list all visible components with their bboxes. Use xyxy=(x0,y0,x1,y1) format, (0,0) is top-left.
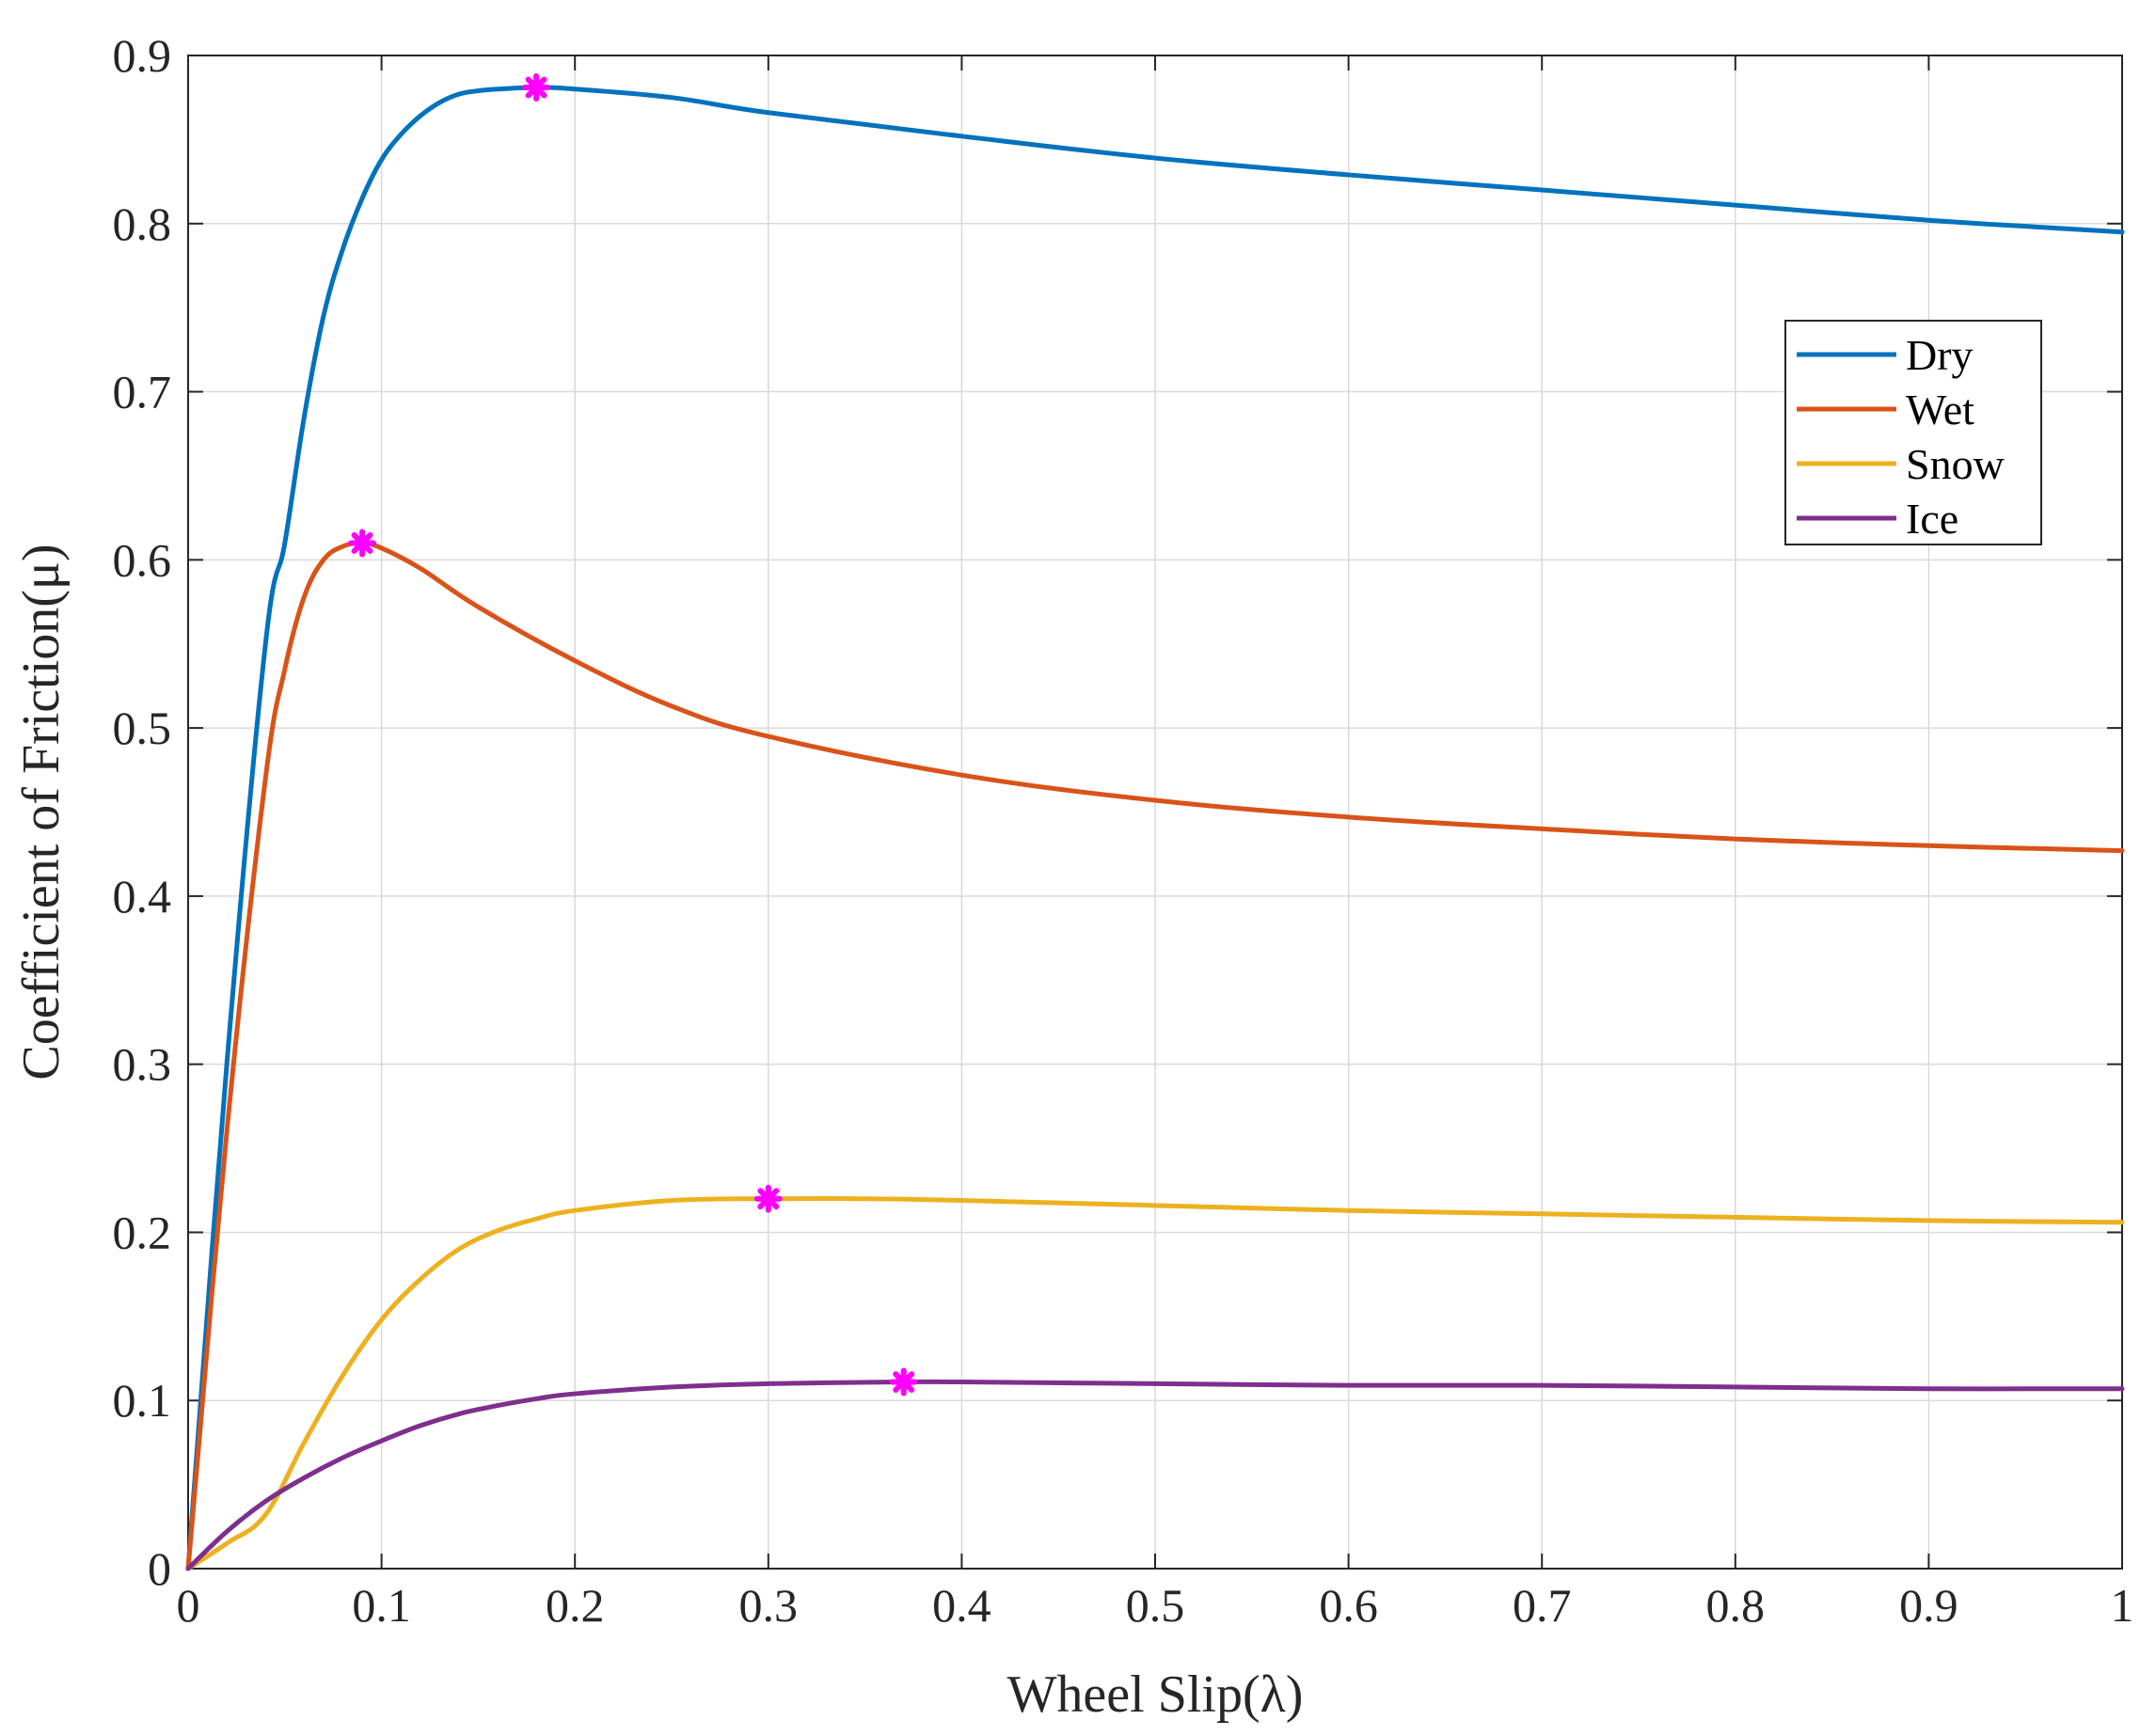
x-tick-label: 0.1 xyxy=(352,1579,411,1632)
x-tick-label: 0.5 xyxy=(1126,1579,1185,1632)
x-tick-label: 0.4 xyxy=(932,1579,991,1632)
peak-markers xyxy=(348,72,918,1397)
peak-marker xyxy=(753,1184,783,1213)
peak-marker xyxy=(348,529,377,558)
legend-box xyxy=(1784,320,2042,545)
legend: Dry Wet Snow Ice xyxy=(1784,320,2042,545)
series-line-wet xyxy=(185,540,2125,1571)
x-tick-label: 0.3 xyxy=(739,1579,799,1632)
y-tick-label: 0.3 xyxy=(113,1038,172,1091)
y-tick-label: 0.8 xyxy=(113,197,172,250)
plot-box xyxy=(187,55,2123,1570)
y-axis-title: Coefficient of Friction(μ) xyxy=(12,544,71,1080)
series-line-dry xyxy=(185,85,2125,1571)
y-tick-label: 0.4 xyxy=(113,870,172,923)
y-tick-label: 0.2 xyxy=(113,1206,172,1258)
x-tick-label: 1 xyxy=(2111,1579,2134,1632)
axes: 0 0.1 0.2 0.3 0.4 0.5 0.6 0.7 0.8 0.9 1 0 0.1 0.2 0.3 0… xyxy=(113,29,2134,1632)
x-tick-label: 0.7 xyxy=(1513,1579,1572,1632)
legend-label-wet: Wet xyxy=(1906,386,1974,434)
y-tick-label: 0.6 xyxy=(113,533,172,586)
y-tick-label: 0.1 xyxy=(113,1374,172,1427)
x-axis-title: Wheel Slip(λ) xyxy=(1007,1665,1304,1724)
y-tick-label: 0.7 xyxy=(113,366,172,418)
y-tick-label: 0.9 xyxy=(113,29,172,82)
x-tick-label: 0.2 xyxy=(546,1579,605,1632)
legend-label-snow: Snow xyxy=(1906,440,2005,488)
x-tick-label: 0 xyxy=(177,1579,200,1632)
y-tick-label: 0 xyxy=(148,1542,171,1595)
x-tick-label: 0.8 xyxy=(1706,1579,1766,1632)
legend-label-dry: Dry xyxy=(1906,331,1974,379)
y-tick-label: 0.5 xyxy=(113,702,172,754)
legend-label-ice: Ice xyxy=(1906,495,1958,543)
x-tick-label: 0.9 xyxy=(1899,1579,1958,1632)
x-tick-label: 0.6 xyxy=(1319,1579,1378,1632)
grid xyxy=(188,55,2122,1569)
peak-marker xyxy=(889,1367,918,1397)
peak-marker xyxy=(522,72,551,102)
series-line-ice xyxy=(185,1379,2125,1571)
